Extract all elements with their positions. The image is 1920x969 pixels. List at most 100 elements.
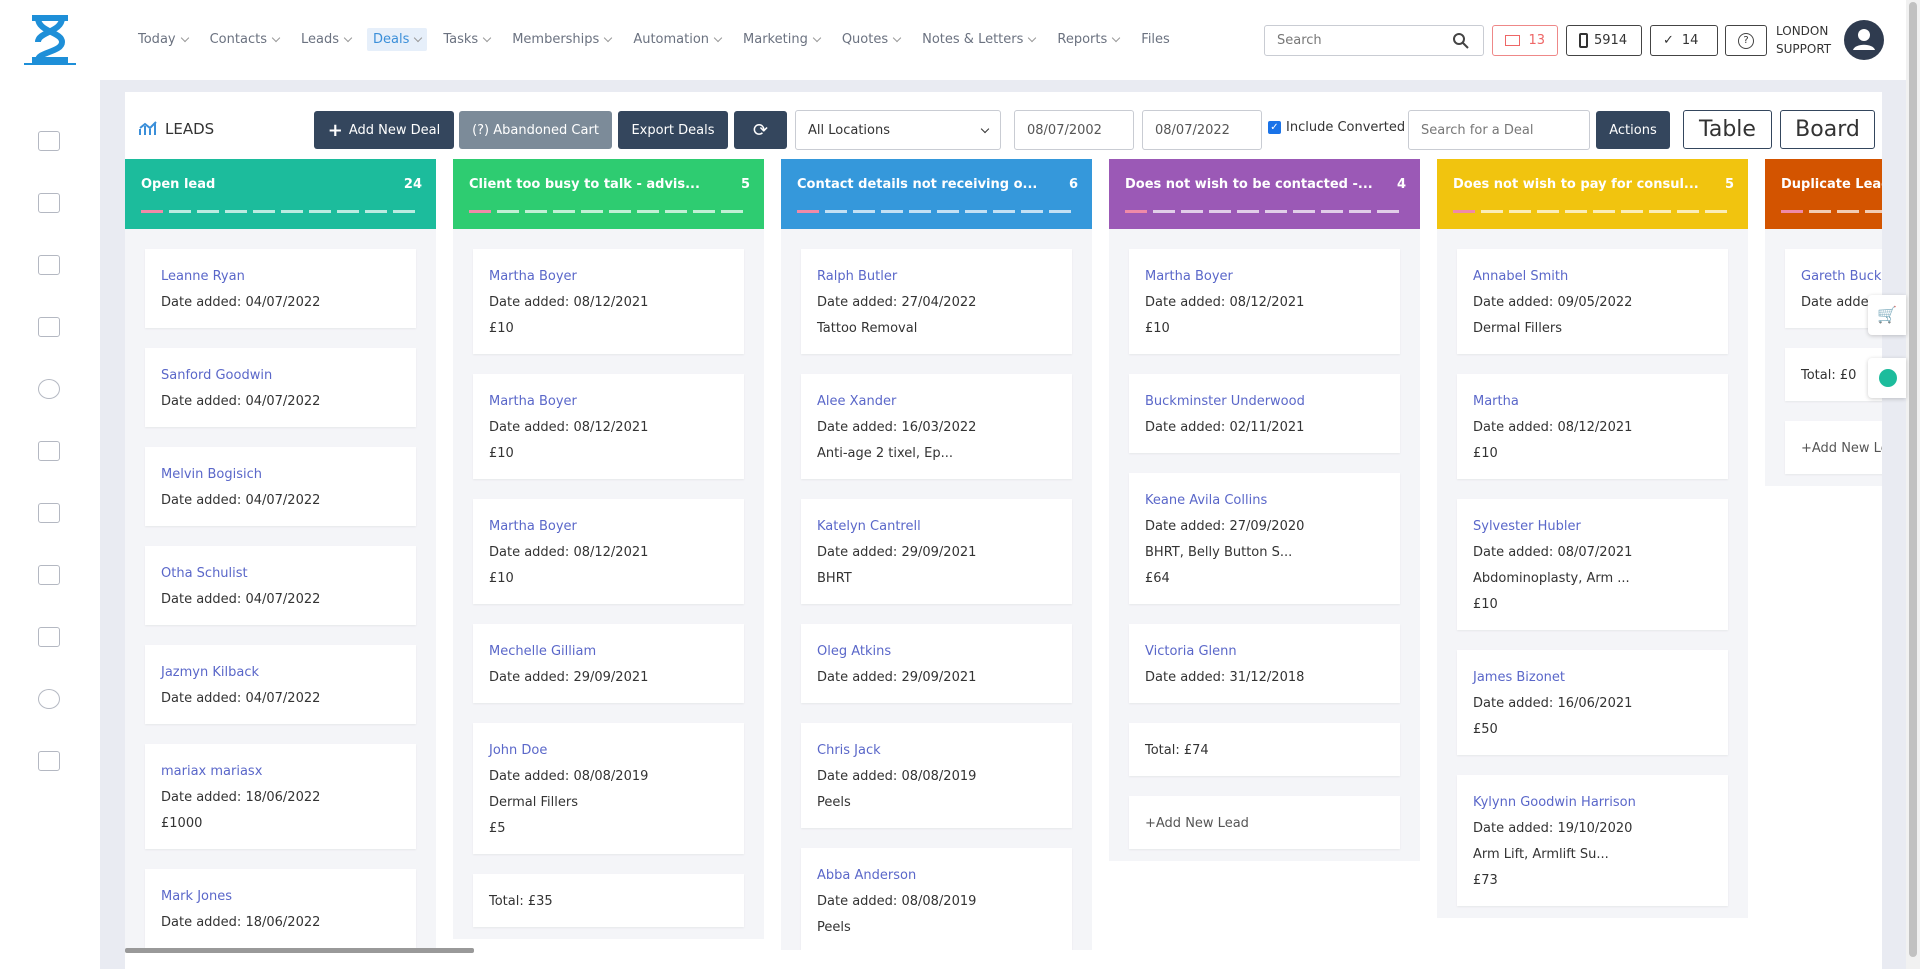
deal-card[interactable]: Sylvester Hubler Date added: 08/07/2021 Ab…	[1457, 499, 1728, 630]
lead-name[interactable]: Alee Xander	[817, 394, 897, 409]
lead-name[interactable]: Keane Avila Collins	[1145, 493, 1268, 508]
deal-card[interactable]: Martha Boyer Date added: 08/12/2021 £10	[1129, 249, 1400, 354]
deal-card[interactable]: Keane Avila Collins Date added: 27/09/202…	[1129, 473, 1400, 604]
box-icon[interactable]	[38, 193, 60, 213]
lead-name[interactable]: mariax mariasx	[161, 764, 263, 779]
nav-item[interactable]: Memberships	[506, 28, 617, 51]
lead-name[interactable]: John Doe	[489, 743, 548, 758]
deal-search[interactable]: Search for a Deal	[1408, 110, 1590, 150]
lead-name[interactable]: Jazmyn Kilback	[161, 665, 259, 680]
deal-card[interactable]: Kylynn Goodwin Harrison Date added: 19/10…	[1457, 775, 1728, 906]
nav-item[interactable]: Tasks	[437, 28, 496, 51]
search-input[interactable]: Search	[1264, 25, 1484, 56]
add-deal-button[interactable]: + Add New Deal	[314, 111, 454, 149]
lead-name[interactable]: James Bizonet	[1473, 670, 1566, 685]
tasks-badge[interactable]: ✓ 14	[1650, 25, 1718, 56]
deal-card[interactable]: Jazmyn Kilback Date added: 04/07/2022	[145, 645, 416, 724]
user-name[interactable]: LONDON SUPPORT	[1776, 22, 1831, 58]
mail-badge[interactable]: 13	[1492, 25, 1558, 56]
deal-card[interactable]: Mark Jones Date added: 18/06/2022	[145, 869, 416, 948]
search-icon[interactable]	[1452, 32, 1470, 50]
copy-icon[interactable]	[38, 255, 60, 275]
nav-item[interactable]: Contacts	[204, 28, 285, 51]
deal-card[interactable]: Chris Jack Date added: 08/08/2019 Peels	[801, 723, 1072, 828]
phone-float[interactable]	[1868, 358, 1906, 398]
nav-item[interactable]: Leads	[295, 28, 357, 51]
deal-card[interactable]: James Bizonet Date added: 16/06/2021 £50	[1457, 650, 1728, 755]
lead-name[interactable]: Martha Boyer	[1145, 269, 1233, 284]
nav-item[interactable]: Files	[1135, 28, 1176, 51]
checkbox[interactable]: ✓	[1268, 121, 1281, 134]
date-to[interactable]: 08/07/2022	[1142, 110, 1262, 150]
deal-card[interactable]: Alee Xander Date added: 16/03/2022 Anti-ag…	[801, 374, 1072, 479]
lead-name[interactable]: Sylvester Hubler	[1473, 519, 1581, 534]
lead-name[interactable]: Chris Jack	[817, 743, 881, 758]
deal-card[interactable]: Buckminster Underwood Date added: 02/11/2…	[1129, 374, 1400, 453]
deal-card[interactable]: Abba Anderson Date added: 08/08/2019 Peels	[801, 848, 1072, 950]
deal-card[interactable]: Mechelle Gilliam Date added: 29/09/2021	[473, 624, 744, 703]
nav-item[interactable]: Today	[132, 28, 194, 51]
deal-card[interactable]: Sanford Goodwin Date added: 04/07/2022	[145, 348, 416, 427]
phone-badge[interactable]: 5914	[1566, 25, 1642, 56]
deal-card[interactable]: John Doe Date added: 08/08/2019 Dermal Fil…	[473, 723, 744, 854]
lead-name[interactable]: Oleg Atkins	[817, 644, 892, 659]
lead-name[interactable]: Victoria Glenn	[1145, 644, 1237, 659]
cart-icon[interactable]	[38, 503, 60, 523]
bag-icon[interactable]	[38, 317, 60, 337]
lead-name[interactable]: Mechelle Gilliam	[489, 644, 597, 659]
deal-card[interactable]: Victoria Glenn Date added: 31/12/2018	[1129, 624, 1400, 703]
lock-icon[interactable]	[38, 751, 60, 771]
calendar-icon[interactable]	[38, 131, 60, 151]
deal-card[interactable]: Martha Boyer Date added: 08/12/2021 £10	[473, 249, 744, 354]
board-view-button[interactable]: Board	[1780, 110, 1875, 149]
actions-button[interactable]: Actions	[1596, 111, 1670, 149]
report-icon[interactable]	[38, 627, 60, 647]
lead-name[interactable]: Otha Schulist	[161, 566, 248, 581]
lead-name[interactable]: Abba Anderson	[817, 868, 917, 883]
lead-name[interactable]: Mark Jones	[161, 889, 232, 904]
tag-icon[interactable]	[38, 565, 60, 585]
lead-name[interactable]: Annabel Smith	[1473, 269, 1569, 284]
help-button[interactable]: ?	[1725, 25, 1767, 56]
refresh-button[interactable]: ⟳	[734, 111, 787, 149]
nav-item[interactable]: Reports	[1051, 28, 1125, 51]
export-button[interactable]: Export Deals	[618, 111, 728, 149]
deal-card[interactable]: Leanne Ryan Date added: 04/07/2022	[145, 249, 416, 328]
lead-name[interactable]: Ralph Butler	[817, 269, 898, 284]
nav-item[interactable]: Notes & Letters	[916, 28, 1041, 51]
lead-name[interactable]: Martha Boyer	[489, 269, 577, 284]
deal-card[interactable]: Martha Boyer Date added: 08/12/2021 £10	[473, 374, 744, 479]
deal-card[interactable]: Martha Date added: 08/12/2021 £10	[1457, 374, 1728, 479]
deal-card[interactable]: Melvin Bogisich Date added: 04/07/2022	[145, 447, 416, 526]
h-scroll-thumb[interactable]	[125, 948, 474, 953]
location-select[interactable]: All Locations	[795, 110, 1001, 150]
deal-card[interactable]: mariax mariasx Date added: 18/06/2022 £100…	[145, 744, 416, 849]
add-lead[interactable]: +Add New Lead	[1129, 796, 1400, 849]
gift-icon[interactable]	[38, 441, 60, 461]
user-icon[interactable]	[38, 689, 60, 709]
date-from[interactable]: 08/07/2002	[1014, 110, 1134, 150]
deal-card[interactable]: Otha Schulist Date added: 04/07/2022	[145, 546, 416, 625]
deal-card[interactable]: Annabel Smith Date added: 09/05/2022 Derma…	[1457, 249, 1728, 354]
avatar[interactable]	[1844, 20, 1884, 60]
deal-card[interactable]: Katelyn Cantrell Date added: 29/09/2021 BH…	[801, 499, 1072, 604]
scroll-thumb[interactable]	[1909, 2, 1917, 957]
nav-item[interactable]: Quotes	[836, 28, 906, 51]
lead-name[interactable]: Sanford Goodwin	[161, 368, 273, 383]
lead-name[interactable]: Kylynn Goodwin Harrison	[1473, 795, 1636, 810]
lead-name[interactable]: Buckminster Underwood	[1145, 394, 1305, 409]
table-view-button[interactable]: Table	[1683, 110, 1772, 149]
lead-name[interactable]: Martha Boyer	[489, 519, 577, 534]
lead-name[interactable]: Martha Boyer	[489, 394, 577, 409]
lead-name[interactable]: Leanne Ryan	[161, 269, 245, 284]
abandoned-cart-button[interactable]: (?) Abandoned Cart	[459, 111, 612, 149]
nav-item[interactable]: Automation	[627, 28, 727, 51]
nav-item[interactable]: Deals	[366, 28, 428, 51]
logo[interactable]	[24, 12, 76, 66]
nav-item[interactable]: Marketing	[737, 28, 826, 51]
deal-card[interactable]: Ralph Butler Date added: 27/04/2022 Tattoo…	[801, 249, 1072, 354]
deal-card[interactable]: Martha Boyer Date added: 08/12/2021 £10	[473, 499, 744, 604]
lead-name[interactable]: Gareth Buck	[1801, 269, 1882, 284]
cart-float[interactable]: 🛒	[1868, 295, 1906, 335]
lead-name[interactable]: Melvin Bogisich	[161, 467, 263, 482]
